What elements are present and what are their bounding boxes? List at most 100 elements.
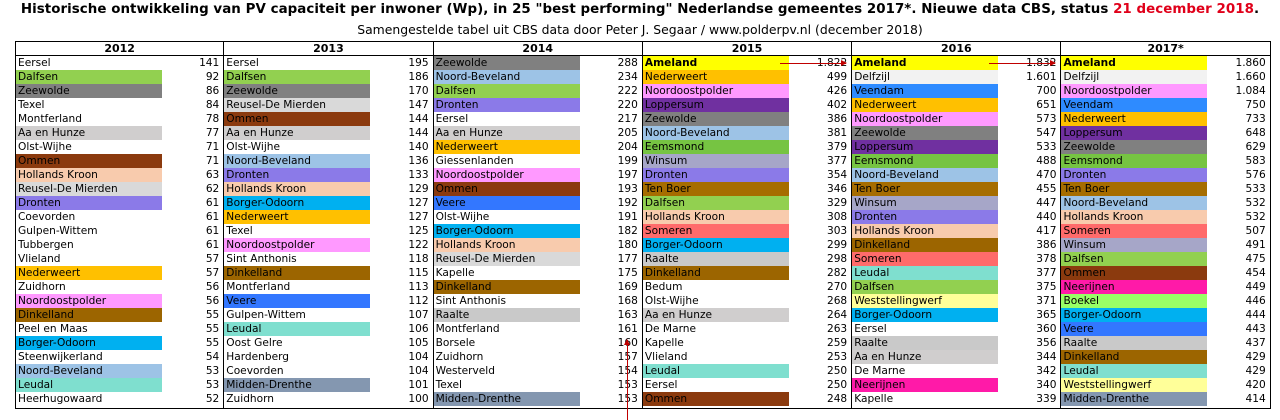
- municipality-name: De Marne: [644, 323, 696, 335]
- table-row: Zuidhorn 100: [224, 392, 432, 406]
- capacity-value: 377: [1036, 267, 1057, 279]
- capacity-value: 417: [1036, 225, 1057, 237]
- municipality-name: Noordoostpolder: [642, 84, 789, 98]
- capacity-value: 340: [1036, 379, 1057, 391]
- table-row: Dalfsen 329: [642, 196, 851, 210]
- capacity-value: 112: [408, 295, 429, 307]
- municipality-name: Veere: [433, 196, 580, 210]
- municipality-name: Dinkelland: [1061, 350, 1208, 364]
- municipality-name: Eersel: [644, 379, 678, 391]
- municipality-name: Zeewolde: [433, 56, 580, 70]
- table-row: Texel 125: [224, 224, 432, 238]
- capacity-value: 182: [617, 225, 638, 237]
- municipality-name: Sint Anthonis: [226, 253, 297, 265]
- table-row: Borger-Odoorn 299: [642, 238, 851, 252]
- table-row: Dronten 354: [642, 168, 851, 182]
- capacity-value: 470: [1036, 169, 1057, 181]
- capacity-value: 532: [1245, 211, 1266, 223]
- capacity-value: 402: [826, 99, 848, 111]
- capacity-value: 140: [408, 141, 429, 153]
- capacity-value: 136: [408, 155, 429, 167]
- municipality-name: Dinkelland: [433, 280, 580, 294]
- table-row: Gulpen-Wittem 61: [16, 224, 223, 238]
- table-row: Hollands Kroon 63: [16, 168, 223, 182]
- municipality-name: Midden-Drenthe: [1061, 392, 1208, 406]
- capacity-value: 250: [826, 379, 848, 391]
- capacity-value: 157: [617, 351, 638, 363]
- municipality-name: Gulpen-Wittem: [226, 309, 306, 321]
- municipality-name: Ten Boer: [1061, 182, 1208, 196]
- table-row: Hollands Kroon 180: [433, 238, 642, 252]
- capacity-value: 141: [199, 57, 220, 69]
- year-header: 2017*: [1061, 42, 1270, 56]
- municipality-name: Dinkelland: [16, 308, 162, 322]
- table-row: Noord-Beveland 470: [852, 168, 1060, 182]
- capacity-value: 1.860: [1235, 57, 1266, 69]
- capacity-value: 270: [826, 281, 848, 293]
- table-row: Raalte 437: [1061, 336, 1269, 350]
- table-row: Leudal 377: [852, 266, 1060, 280]
- table-row: Coevorden 104: [224, 364, 432, 378]
- table-row: Noordoostpolder 1.084: [1061, 84, 1269, 98]
- capacity-value: 700: [1036, 85, 1057, 97]
- table-row: Heerhugowaard 52: [16, 392, 223, 406]
- capacity-value: 55: [205, 309, 220, 321]
- table-row: Nederweert 733: [1061, 112, 1269, 126]
- table-row: Eersel 217: [434, 112, 642, 126]
- table-row: Someren 507: [1061, 224, 1269, 238]
- table-row: Veere 443: [1061, 322, 1269, 336]
- table-row: Giessenlanden 199: [434, 154, 642, 168]
- capacity-value: 125: [408, 225, 429, 237]
- table-row: Reusel-De Mierden 147: [224, 98, 432, 112]
- table-row: Someren 303: [642, 224, 851, 238]
- municipality-name: Dalfsen: [16, 70, 162, 84]
- table-row: Someren 378: [852, 252, 1060, 266]
- capacity-value: 629: [1245, 141, 1266, 153]
- capacity-value: 77: [205, 127, 220, 139]
- municipality-name: Montferland: [18, 113, 82, 125]
- municipality-name: Borger-Odoorn: [642, 238, 789, 252]
- municipality-name: Dronten: [224, 168, 371, 182]
- table-row: Dinkelland 386: [852, 238, 1060, 252]
- table-row: Dalfsen 475: [1061, 252, 1269, 266]
- table-row: Dinkelland 115: [224, 266, 432, 280]
- municipality-name: Noordoostpolder: [433, 168, 580, 182]
- capacity-value: 491: [1245, 239, 1266, 251]
- capacity-value: 170: [408, 85, 429, 97]
- table-row: Dinkelland 55: [16, 308, 223, 322]
- municipality-name: Neerijnen: [1061, 280, 1208, 294]
- capacity-value: 414: [1245, 393, 1266, 405]
- capacity-value: 298: [826, 253, 848, 265]
- municipality-name: Nederweert: [433, 140, 580, 154]
- municipality-name: Ommen: [1061, 266, 1208, 280]
- capacity-value: 55: [205, 323, 220, 335]
- municipality-name: Delfzijl: [852, 70, 999, 84]
- capacity-value: 56: [205, 295, 220, 307]
- title-text: Historische ontwikkeling van PV capacite…: [20, 2, 1114, 17]
- table-row: Hardenberg 104: [224, 350, 432, 364]
- capacity-value: 429: [1245, 365, 1266, 377]
- table-row: Steenwijkerland 54: [16, 350, 223, 364]
- capacity-value: 583: [1245, 155, 1266, 167]
- capacity-value: 92: [205, 71, 220, 83]
- municipality-name: Olst-Wijhe: [435, 211, 490, 223]
- table-row: Zeewolde 547: [852, 126, 1060, 140]
- municipality-name: Aa en Hunze: [224, 126, 371, 140]
- table-row: Aa en Hunze 144: [224, 126, 432, 140]
- municipality-name: Vlieland: [18, 253, 61, 265]
- municipality-name: Loppersum: [642, 98, 789, 112]
- table-row: Nederweert 57: [16, 266, 223, 280]
- capacity-value: 180: [617, 239, 638, 251]
- year-column: 2015 Ameland 1.822 Nederweert 499 Noordoostpo…: [642, 41, 853, 409]
- capacity-value: 499: [826, 71, 848, 83]
- municipality-name: Raalte: [642, 252, 789, 266]
- capacity-value: 371: [1036, 295, 1057, 307]
- municipality-name: Leudal: [16, 378, 162, 392]
- municipality-name: Dalfsen: [224, 70, 371, 84]
- table-row: Winsum 491: [1061, 238, 1269, 252]
- table-row: De Marne 263: [643, 322, 851, 336]
- capacity-value: 127: [408, 211, 429, 223]
- capacity-value: 303: [826, 225, 848, 237]
- capacity-value: 1.660: [1235, 71, 1266, 83]
- table-row: Midden-Drenthe 153: [433, 392, 642, 406]
